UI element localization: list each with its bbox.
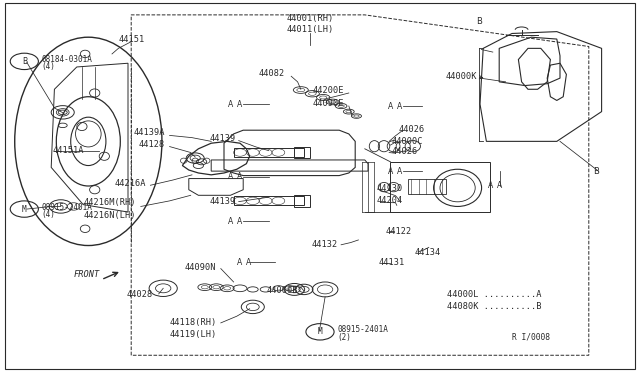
Text: 44139A: 44139A <box>134 128 165 137</box>
Text: R I/0008: R I/0008 <box>512 332 550 341</box>
Text: 44204: 44204 <box>376 196 403 205</box>
Text: A: A <box>388 167 394 176</box>
Text: 08184-0301A: 08184-0301A <box>42 55 92 64</box>
Text: 44216M(RH): 44216M(RH) <box>83 198 136 207</box>
Bar <box>234 196 304 205</box>
Text: A: A <box>246 258 251 267</box>
Text: B: B <box>593 167 600 176</box>
Text: 44200E: 44200E <box>313 86 344 95</box>
Text: FRONT: FRONT <box>74 270 100 279</box>
Text: 44000K: 44000K <box>445 72 477 81</box>
Text: 44026: 44026 <box>398 125 424 134</box>
Text: A: A <box>488 182 493 190</box>
Bar <box>234 148 304 157</box>
Text: A: A <box>237 258 242 267</box>
Text: 44139: 44139 <box>209 134 236 143</box>
Text: 44128: 44128 <box>139 140 165 149</box>
Text: 44000C: 44000C <box>392 137 423 146</box>
Text: 44131: 44131 <box>379 258 405 267</box>
Text: 44122: 44122 <box>385 227 412 236</box>
Text: B: B <box>476 17 482 26</box>
Text: 44090E: 44090E <box>313 99 344 108</box>
Bar <box>390 162 490 212</box>
Text: (4): (4) <box>42 62 56 71</box>
Text: 44130: 44130 <box>376 185 403 193</box>
Text: 44000B: 44000B <box>266 286 298 295</box>
Text: A: A <box>497 182 502 190</box>
Text: 44132: 44132 <box>312 240 338 249</box>
Text: A: A <box>237 172 243 181</box>
Text: 44216A: 44216A <box>115 179 146 187</box>
Text: A: A <box>228 100 234 109</box>
Text: 44026: 44026 <box>392 147 418 156</box>
Text: A: A <box>228 172 234 181</box>
Text: A: A <box>397 167 403 176</box>
Bar <box>294 195 310 207</box>
Text: M: M <box>317 327 323 336</box>
Text: A: A <box>388 102 394 110</box>
Text: 44000L ..........A: 44000L ..........A <box>447 290 541 299</box>
Text: 44151A: 44151A <box>52 146 84 155</box>
Text: 44011(LH): 44011(LH) <box>287 25 334 34</box>
Text: (4): (4) <box>42 210 56 219</box>
Text: (2): (2) <box>337 333 351 342</box>
Text: 44082: 44082 <box>259 69 285 78</box>
Text: 44028: 44028 <box>126 290 152 299</box>
Text: B: B <box>22 57 27 66</box>
Text: A: A <box>397 102 403 110</box>
Text: 44151: 44151 <box>118 35 145 44</box>
Text: A: A <box>237 100 243 109</box>
Text: M: M <box>22 205 27 214</box>
Text: 44216N(LH): 44216N(LH) <box>83 211 136 219</box>
Text: 44119(LH): 44119(LH) <box>169 330 216 339</box>
Bar <box>294 147 310 158</box>
Text: 44118(RH): 44118(RH) <box>169 318 216 327</box>
Text: 44134: 44134 <box>415 248 441 257</box>
Text: 44001(RH): 44001(RH) <box>287 14 334 23</box>
Bar <box>408 179 446 194</box>
Text: 44090N: 44090N <box>185 263 216 272</box>
Text: A: A <box>228 217 234 226</box>
Text: 08915-2401A: 08915-2401A <box>337 326 388 334</box>
Text: 44139: 44139 <box>209 197 236 206</box>
Text: 08915-2401A: 08915-2401A <box>42 203 92 212</box>
Text: 44080K ..........B: 44080K ..........B <box>447 302 541 311</box>
Text: A: A <box>237 217 243 226</box>
